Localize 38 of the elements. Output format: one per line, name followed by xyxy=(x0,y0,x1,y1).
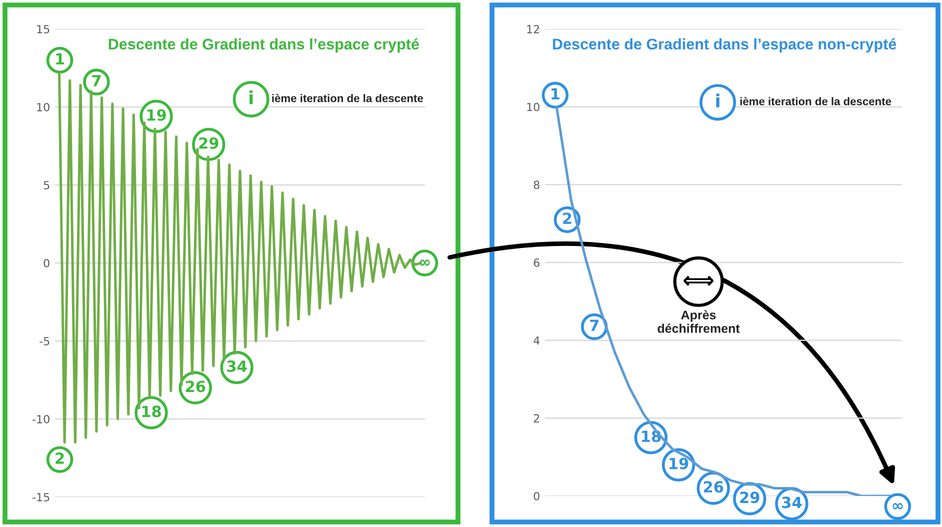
y-tick-label: 10 xyxy=(527,102,540,112)
annotation: 1 xyxy=(56,53,64,64)
text: ∞ xyxy=(892,503,903,510)
annotation: ⟺ xyxy=(684,276,714,286)
y-tick-label: 12 xyxy=(527,24,540,34)
annotation: Après déchiffrement xyxy=(658,310,740,333)
annotation: 2 xyxy=(56,452,64,464)
annotation: 19 xyxy=(147,109,166,121)
annotation: 7 xyxy=(590,320,598,331)
y-tick-label: 5 xyxy=(44,181,50,190)
annotation: 19 xyxy=(670,458,688,470)
annotation: 18 xyxy=(142,406,161,418)
annotation: i xyxy=(716,94,720,108)
annotation: 26 xyxy=(186,380,206,392)
y-tick-label: -10 xyxy=(32,414,50,424)
annotation: 34 xyxy=(227,360,247,372)
y-tick-label: 4 xyxy=(534,336,540,345)
y-tick-label: 6 xyxy=(534,258,540,267)
y-tick-label: -15 xyxy=(32,493,50,502)
y-tick-label: 10 xyxy=(37,102,50,112)
y-tick-label: 8 xyxy=(534,180,540,190)
y-tick-label: 2 xyxy=(534,414,540,422)
annotation: ième iteration de la descente xyxy=(272,94,423,102)
y-tick-label: 0 xyxy=(534,492,540,500)
annotation: 7 xyxy=(92,75,101,86)
annotation: 2 xyxy=(563,212,572,224)
text: 34 xyxy=(782,496,802,508)
annotation: 29 xyxy=(740,492,760,504)
annotation: 26 xyxy=(704,481,724,493)
y-tick-label: 0 xyxy=(44,258,50,268)
text: Descente de Gradient dans l’espace non-crypté xyxy=(552,38,896,53)
annotation: i xyxy=(250,90,253,104)
text: Descente de Gradient dans l’espace crypté xyxy=(108,38,419,53)
annotation: 1 xyxy=(552,88,560,100)
y-tick-label: -5 xyxy=(40,337,50,346)
annotation: ième iteration de la descente xyxy=(740,97,892,106)
annotation: 29 xyxy=(199,137,218,149)
y-tick-label: 15 xyxy=(37,25,50,34)
